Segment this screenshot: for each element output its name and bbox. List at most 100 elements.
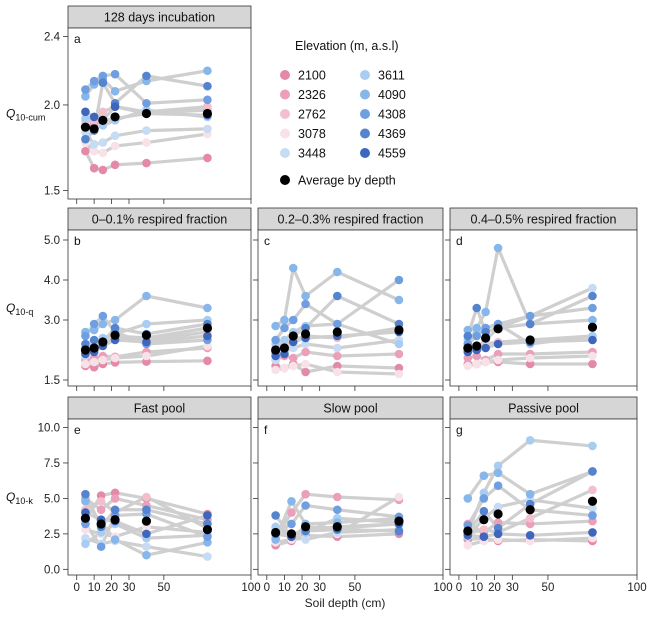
point-4308 (110, 69, 120, 79)
point-2762 (479, 525, 489, 534)
point-3078 (110, 353, 120, 363)
point-4308 (203, 95, 212, 105)
legend-label-2326: 2326 (298, 88, 326, 102)
point-4090 (481, 307, 490, 317)
panel-c: 0.2–0.3% respired fraction c (253, 207, 444, 391)
point-4369 (479, 506, 489, 516)
average-point (110, 112, 120, 122)
point-4559 (89, 112, 99, 122)
legend-label-3448: 3448 (298, 147, 326, 161)
series-points (80, 488, 213, 561)
legend-swatch-average (280, 175, 290, 185)
average-point (463, 526, 473, 536)
point-4559 (479, 532, 489, 542)
point-3078 (463, 540, 473, 550)
x-tick-label: 10 (278, 582, 291, 594)
point-4308 (479, 494, 489, 503)
point-2100 (525, 359, 535, 369)
plot-frame (449, 229, 638, 387)
point-3078 (280, 363, 289, 373)
legend-swatch-3611 (360, 70, 370, 80)
panel-letter: a (74, 32, 81, 46)
point-3078 (203, 341, 212, 351)
point-4369 (394, 526, 404, 536)
point-4308 (98, 71, 108, 81)
x-tick-label: 100 (241, 582, 260, 594)
y-tick-label: 2.0 (44, 100, 60, 112)
point-4090 (301, 291, 310, 301)
point-4369 (588, 467, 597, 476)
point-2326 (493, 349, 503, 359)
point-4308 (89, 76, 99, 86)
point-2762 (96, 496, 106, 506)
point-3611 (280, 335, 289, 345)
point-4308 (142, 98, 151, 108)
point-4090 (493, 468, 503, 478)
point-3078 (472, 359, 482, 369)
average-point (525, 505, 535, 515)
point-2100 (394, 363, 404, 373)
point-4090 (287, 496, 296, 506)
point-3448 (588, 283, 597, 293)
point-3448 (301, 535, 310, 544)
point-2100 (332, 361, 342, 371)
y-tick-label: 4.0 (44, 275, 60, 287)
legend-label-3078: 3078 (298, 127, 326, 141)
legend-swatch-2100 (280, 70, 290, 80)
point-4090 (332, 267, 342, 277)
point-4369 (332, 291, 342, 301)
x-tick-label: 0 (456, 582, 462, 594)
point-4090 (110, 535, 120, 544)
average-point (300, 329, 311, 339)
point-3611 (588, 441, 597, 451)
point-4308 (493, 481, 503, 490)
average-point (288, 331, 298, 341)
point-4090 (81, 496, 90, 506)
point-4369 (110, 505, 120, 515)
y-axis-label-subscript: 10-cum (15, 113, 45, 123)
x-tick-label: 30 (313, 582, 326, 594)
average-point (89, 124, 99, 134)
y-tick-label: 7.5 (44, 458, 60, 470)
x-tick-label: 50 (349, 582, 362, 594)
point-3611 (142, 319, 151, 329)
point-4308 (472, 331, 482, 341)
point-4090 (288, 263, 298, 273)
average-point (141, 330, 152, 340)
point-3078 (525, 353, 535, 363)
series-points (271, 489, 404, 550)
x-tick-label: 50 (542, 582, 555, 594)
point-4369 (463, 331, 473, 341)
average-point (279, 343, 290, 353)
point-3611 (394, 339, 404, 349)
point-4090 (89, 325, 99, 335)
y-tick-label: 1.5 (44, 185, 60, 197)
legend-swatch-4090 (360, 89, 370, 100)
y-tick-label: 10.0 (38, 423, 60, 435)
panel-title: Slow pool (323, 402, 377, 416)
point-3078 (142, 351, 151, 361)
point-4090 (110, 86, 120, 96)
point-4308 (332, 319, 342, 329)
average-point (202, 323, 213, 333)
panel-e: Fast pool e 0.0 2.5 5.0 7.5 10.0 0 10 20 30 50 100 Q1… (6, 396, 261, 594)
point-4090 (472, 323, 482, 333)
point-3448 (332, 343, 342, 353)
panel-a: 128 days incubation a 1.5 2.0 2.4 Q10-cum (6, 5, 252, 204)
y-tick-label: 1.5 (44, 375, 60, 387)
panel-d: 0.4–0.5% respired fraction d (445, 207, 638, 391)
x-tick-label: 20 (105, 582, 118, 594)
point-2100 (203, 356, 212, 366)
point-3078 (98, 148, 108, 158)
point-2100 (203, 153, 212, 163)
panel-letter: e (74, 423, 81, 437)
average-point (110, 330, 120, 340)
x-tick-label: 30 (123, 582, 136, 594)
legend-label-2762: 2762 (298, 108, 326, 122)
average-point (141, 516, 152, 526)
point-4559 (493, 529, 503, 539)
average-point (463, 343, 473, 353)
average-point (493, 324, 503, 334)
average-point (202, 525, 213, 535)
